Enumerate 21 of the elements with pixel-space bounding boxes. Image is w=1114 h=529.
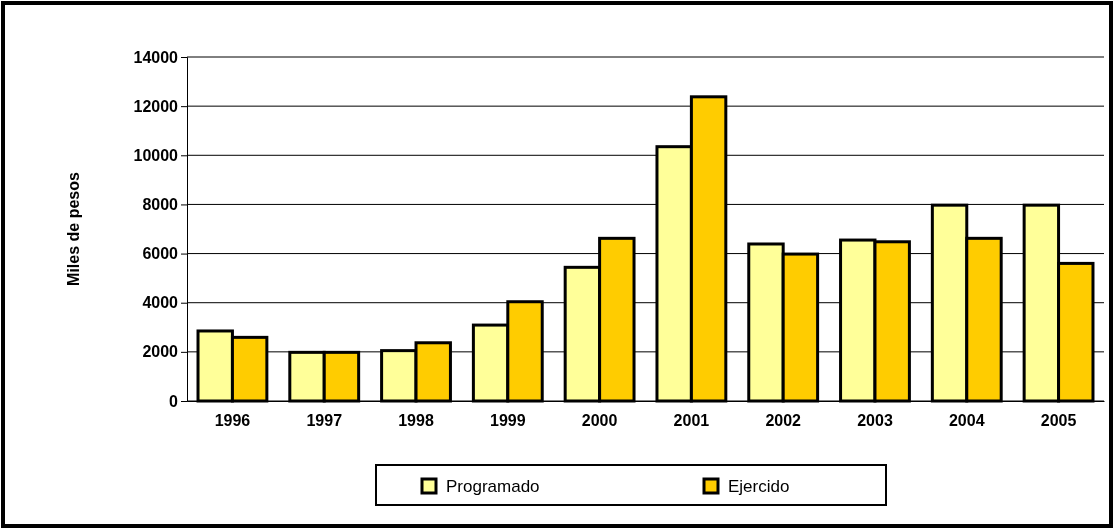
y-tick-label: 0 <box>169 392 179 410</box>
x-tick-label: 2000 <box>581 412 618 430</box>
x-tick-label: 2001 <box>673 412 710 430</box>
x-tick-label: 2005 <box>1040 412 1077 430</box>
y-axis-title: Miles de pesos <box>65 171 82 286</box>
y-tick-label: 4000 <box>142 294 179 312</box>
y-tick-label: 14000 <box>133 48 179 66</box>
x-tick-label: 1996 <box>214 412 251 430</box>
x-tick-label: 2004 <box>948 412 985 430</box>
legend-label: Programado <box>446 477 540 496</box>
y-tick-label: 8000 <box>142 196 179 214</box>
y-tick-label: 2000 <box>142 343 179 361</box>
y-tick-label: 6000 <box>142 245 179 263</box>
y-tick-label: 10000 <box>133 146 179 164</box>
x-tick-label: 1998 <box>398 412 434 430</box>
x-tick-label: 2003 <box>857 412 893 430</box>
x-tick-label: 2002 <box>765 412 802 430</box>
y-tick-label: 12000 <box>133 97 179 115</box>
legend-label: Ejercido <box>728 477 790 496</box>
x-tick-label: 1999 <box>490 412 526 430</box>
x-tick-label: 1997 <box>306 412 343 430</box>
